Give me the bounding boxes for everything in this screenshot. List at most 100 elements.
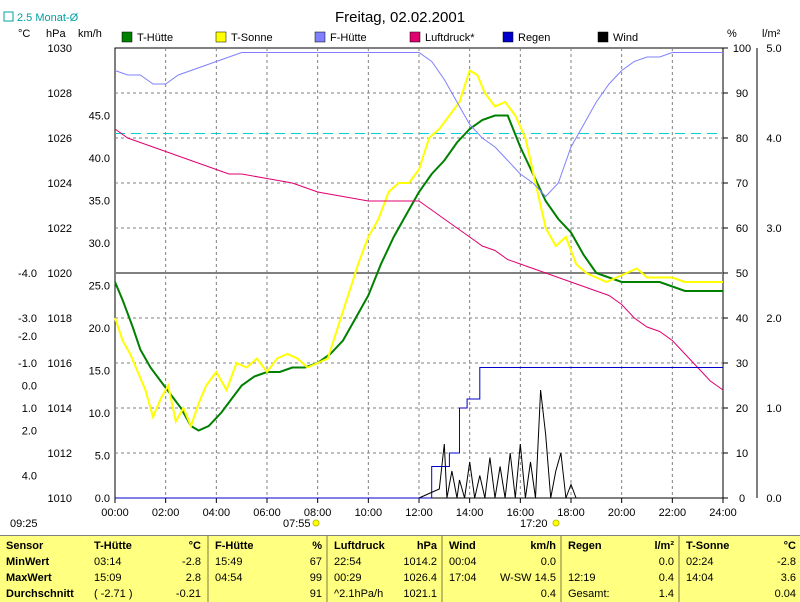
legend-swatch-2 bbox=[314, 31, 326, 43]
stats-cell-left: F-Hütte bbox=[215, 540, 254, 552]
stats-row: ( -2.71 ) -0.21 bbox=[88, 586, 207, 602]
stats-row: 12:19 0.4 bbox=[562, 570, 680, 586]
stats-row: 0.4 bbox=[443, 586, 562, 602]
rain-tick-label: 4.0 bbox=[766, 133, 781, 145]
stats-column-2: Luftdruck hPa 22:54 1014.2 00:29 1026.4 ^2.1hP… bbox=[326, 536, 443, 602]
stats-cell-left: 22:54 bbox=[334, 556, 362, 568]
legend-swatch-4 bbox=[502, 31, 514, 43]
stats-row: 00:29 1026.4 bbox=[328, 570, 443, 586]
legend-label-0: T-Hütte bbox=[137, 32, 173, 44]
stats-cell-left: Regen bbox=[568, 540, 602, 552]
temp-tick-label: -2.0 bbox=[18, 331, 37, 343]
stats-cell-right: 99 bbox=[309, 572, 322, 584]
press-tick-label: 1012 bbox=[48, 448, 72, 460]
legend-swatch-1 bbox=[215, 31, 227, 43]
unit-temp: °C bbox=[18, 28, 30, 40]
hum-tick-label: 20 bbox=[736, 403, 748, 415]
stats-cell-left: 02:24 bbox=[686, 556, 714, 568]
row-label-avg: Durchschnitt bbox=[6, 588, 74, 600]
stats-row: Gesamt: 1.4 bbox=[562, 586, 680, 602]
temp-tick-label: 0.0 bbox=[22, 381, 37, 393]
stats-cell-right: -2.8 bbox=[182, 556, 201, 568]
press-tick-label: 1026 bbox=[48, 133, 72, 145]
hum-tick-label: 30 bbox=[736, 358, 748, 370]
stats-cell-left: T-Hütte bbox=[94, 540, 132, 552]
stats-cell-right: °C bbox=[188, 540, 201, 552]
stats-cell-right: 0.4 bbox=[658, 572, 674, 584]
stats-row: 22:54 1014.2 bbox=[328, 554, 443, 570]
stats-cell-left: T-Sonne bbox=[686, 540, 730, 552]
hum-tick-label: 70 bbox=[736, 178, 748, 190]
wind-tick-label: 0.0 bbox=[95, 493, 110, 505]
temp-tick-label: 4.0 bbox=[22, 471, 37, 483]
unit-wind: km/h bbox=[78, 28, 102, 40]
stats-cell-right: l/m² bbox=[654, 540, 674, 552]
legend-swatch-5 bbox=[597, 31, 609, 43]
stats-cell-left: 12:19 bbox=[568, 572, 596, 584]
rain-tick-label: 3.0 bbox=[766, 223, 781, 235]
stats-cell-left: Luftdruck bbox=[334, 540, 385, 552]
wind-tick-label: 30.0 bbox=[89, 238, 110, 250]
hum-tick-label: 50 bbox=[736, 268, 748, 280]
stats-row: 04:54 99 bbox=[209, 570, 328, 586]
x-tick-label: 04:00 bbox=[203, 507, 231, 519]
hum-tick-label: 0 bbox=[739, 493, 745, 505]
stats-cell-left: 14:04 bbox=[686, 572, 714, 584]
press-tick-label: 1024 bbox=[48, 178, 72, 190]
x-tick-label: 10:00 bbox=[355, 507, 383, 519]
stats-row: Luftdruck hPa bbox=[328, 538, 443, 554]
press-tick-label: 1030 bbox=[48, 43, 72, 55]
hum-tick-label: 10 bbox=[736, 448, 748, 460]
temp-tick-label: -3.0 bbox=[18, 313, 37, 325]
stats-row: 15:09 2.8 bbox=[88, 570, 207, 586]
stats-row: 14:04 3.6 bbox=[680, 570, 800, 586]
stats-row: 17:04 W-SW 14.5 bbox=[443, 570, 562, 586]
stats-cell-right: °C bbox=[783, 540, 796, 552]
wind-tick-label: 5.0 bbox=[95, 451, 110, 463]
left-time-label: 09:25 bbox=[10, 518, 38, 530]
legend-label-2: F-Hütte bbox=[330, 32, 367, 44]
press-tick-label: 1016 bbox=[48, 358, 72, 370]
stats-cell-right: 1014.2 bbox=[403, 556, 437, 568]
stats-cell-right: 67 bbox=[309, 556, 322, 568]
x-tick-label: 18:00 bbox=[557, 507, 585, 519]
temp-tick-label: -1.0 bbox=[18, 358, 37, 370]
wind-tick-label: 45.0 bbox=[89, 111, 110, 123]
unit-rain: l/m² bbox=[762, 28, 781, 40]
legend: T-Hütte T-Sonne F-Hütte Luftdruck* Regen Wind bbox=[121, 31, 638, 44]
stats-cell-right: 0.04 bbox=[774, 588, 796, 600]
stats-column-1: F-Hütte% 15:49 67 04:54 99 91 bbox=[207, 536, 328, 602]
stats-cell-left: ^2.1hPa/h bbox=[334, 588, 384, 600]
stats-cell-left: Wind bbox=[449, 540, 476, 552]
legend-label-3: Luftdruck* bbox=[425, 32, 475, 44]
stats-row: 0.0 bbox=[562, 554, 680, 570]
stats-cell-left: 15:09 bbox=[94, 572, 122, 584]
temp-tick-label: 2.0 bbox=[22, 426, 37, 438]
press-tick-label: 1010 bbox=[48, 493, 72, 505]
stats-cell-right: 1.4 bbox=[658, 588, 674, 600]
rain-tick-label: 2.0 bbox=[766, 313, 781, 325]
series-line-0 bbox=[114, 114, 723, 432]
x-tick-label: 12:00 bbox=[405, 507, 433, 519]
legend-label-1: T-Sonne bbox=[231, 32, 273, 44]
stats-cell-right: % bbox=[312, 540, 322, 552]
x-tick-label: 14:00 bbox=[456, 507, 484, 519]
hum-tick-label: 60 bbox=[736, 223, 748, 235]
weather-chart: Freitag, 02.02.2001 2.5 Monat-Ø °C hPa k… bbox=[3, 9, 782, 530]
stats-row: 00:04 0.0 bbox=[443, 554, 562, 570]
rain-tick-label: 0.0 bbox=[766, 493, 781, 505]
stats-cell-left: ( -2.71 ) bbox=[94, 588, 133, 600]
sunrise-marker bbox=[312, 519, 320, 527]
press-tick-label: 1014 bbox=[48, 403, 72, 415]
press-tick-label: 1018 bbox=[48, 313, 72, 325]
stats-cell-right: 91 bbox=[309, 588, 322, 600]
stats-cell-left: 04:54 bbox=[215, 572, 243, 584]
series-line-1 bbox=[114, 69, 723, 429]
stats-row: 03:14 -2.8 bbox=[88, 554, 207, 570]
wind-tick-label: 25.0 bbox=[89, 281, 110, 293]
stats-cell-right: 1021.1 bbox=[403, 588, 437, 600]
series-line-3 bbox=[114, 128, 724, 391]
sunset-marker bbox=[552, 519, 560, 527]
stats-cell-left: 00:04 bbox=[449, 556, 477, 568]
stats-cell-right: 1026.4 bbox=[403, 572, 437, 584]
